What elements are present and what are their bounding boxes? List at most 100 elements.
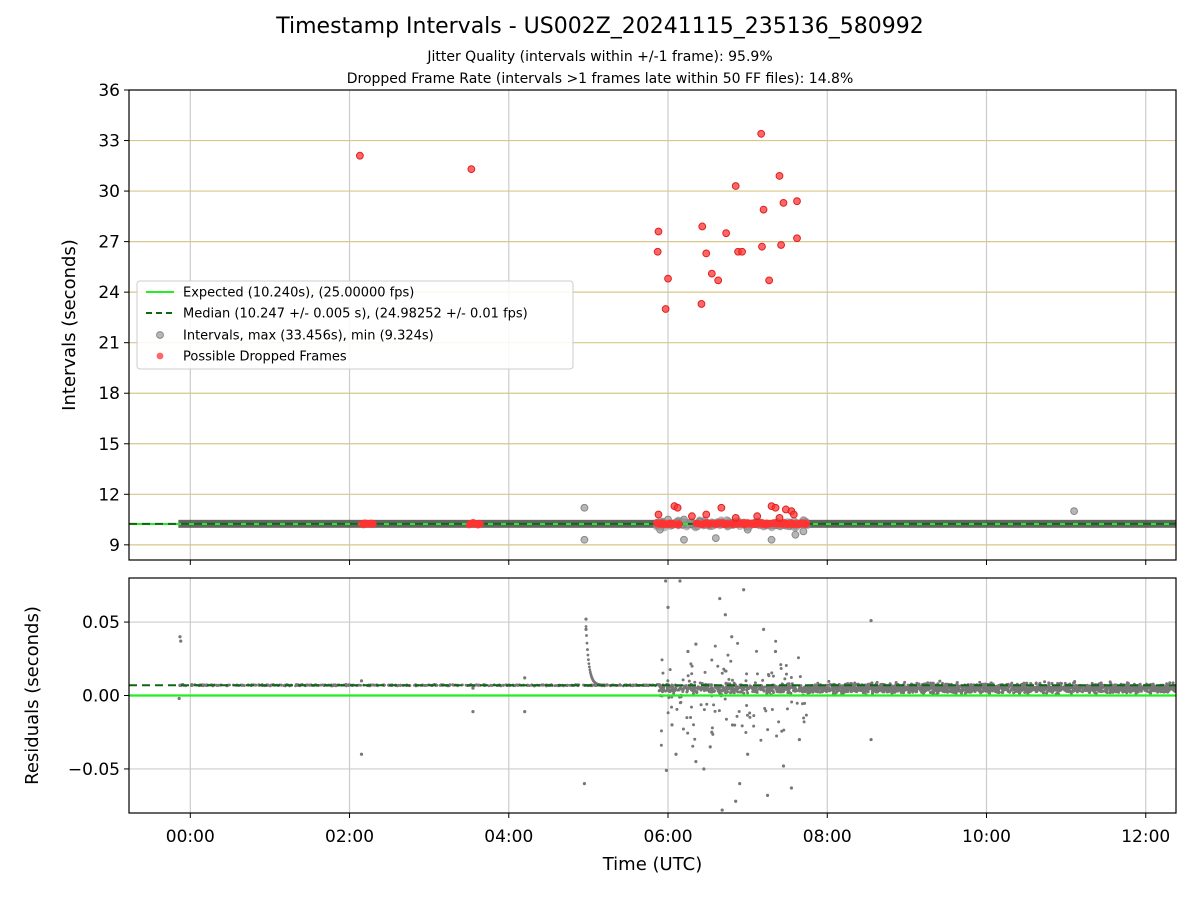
residual-point [586, 653, 590, 657]
residual-point [752, 724, 756, 728]
residual-point [795, 701, 799, 705]
residual-point [882, 686, 886, 690]
residual-point [783, 677, 787, 681]
residual-point [895, 686, 899, 690]
dropped-frame-point [697, 520, 705, 528]
residual-point [724, 682, 728, 686]
residual-point [710, 726, 714, 730]
residual-point [584, 625, 588, 628]
residual-point [771, 674, 775, 678]
residual-point [717, 709, 721, 713]
residual-point [871, 690, 875, 694]
residual-point [978, 687, 982, 691]
dropped-frame-point [369, 520, 377, 527]
top-ylabel: Intervals (seconds) [59, 239, 80, 411]
residual-point [371, 683, 375, 687]
residual-point [888, 689, 892, 693]
residual-point [964, 688, 968, 692]
residual-point [1013, 687, 1017, 691]
residual-point [1008, 689, 1012, 693]
residual-point [798, 675, 802, 679]
dropped-frame-point [467, 165, 476, 174]
residual-point [805, 689, 809, 693]
residual-point [781, 764, 786, 768]
residual-point [943, 689, 947, 693]
residual-point [746, 752, 750, 756]
residual-point [1148, 689, 1152, 693]
residual-point [912, 688, 916, 692]
residual-point [920, 686, 924, 690]
residual-point [217, 683, 221, 687]
dropped-frame-point [654, 510, 663, 519]
dropped-frame-point [717, 503, 726, 512]
residual-point [675, 707, 679, 711]
residual-point [832, 689, 836, 693]
residual-point [1093, 687, 1097, 691]
dropped-frame-point [757, 129, 766, 138]
residual-point [1069, 686, 1073, 690]
bottom-xtick-label: 00:00 [166, 827, 215, 847]
dropped-frame-point [764, 520, 772, 527]
interval-point [799, 527, 808, 536]
interval-point [680, 535, 688, 544]
bottom-xtick-label: 08:00 [803, 827, 852, 847]
residual-point [779, 666, 783, 670]
residual-point [894, 680, 898, 684]
residual-point [748, 684, 752, 688]
residual-point [1105, 686, 1109, 690]
residual-point [1111, 688, 1115, 692]
dropped-frame-point [673, 503, 682, 512]
dropped-frame-point [774, 520, 782, 528]
residual-point [692, 689, 696, 693]
dropped-frame-point [731, 513, 740, 522]
residual-point [944, 682, 948, 686]
residual-point [1164, 684, 1168, 688]
residual-point [770, 671, 774, 675]
residual-point [660, 658, 664, 662]
residual-point [471, 686, 475, 690]
residual-point [1043, 686, 1047, 690]
residual-point [779, 663, 783, 667]
dropped-frame-point [355, 151, 364, 160]
residual-point [477, 683, 480, 687]
residual-point [915, 687, 919, 691]
bottom-ytick-label: 0.05 [82, 613, 120, 633]
residual-point [1085, 684, 1089, 688]
residual-point [712, 703, 716, 707]
dropped-frame-point [758, 242, 766, 251]
residual-point [179, 639, 183, 643]
residual-point [821, 689, 825, 693]
residual-point [740, 724, 744, 728]
residual-point [487, 684, 491, 688]
residual-point [1171, 681, 1175, 685]
residual-point [997, 689, 1001, 693]
residual-point [730, 723, 734, 727]
residual-point [1127, 688, 1131, 692]
residual-point [702, 708, 706, 712]
residual-point [1097, 689, 1101, 693]
top-ytick-label: 36 [98, 81, 120, 101]
residual-point [587, 665, 591, 669]
residual-point [685, 716, 689, 720]
residual-point [1153, 685, 1157, 689]
residual-point [799, 684, 803, 688]
residual-point [666, 605, 670, 609]
residual-point [1125, 682, 1129, 686]
residual-point [748, 711, 752, 715]
residual-point [879, 684, 883, 688]
residual-point [846, 686, 850, 690]
dropped-frame-point [702, 249, 711, 258]
residual-point [869, 737, 873, 742]
residual-point [1046, 684, 1050, 688]
residual-point [692, 723, 696, 727]
residual-point [1038, 681, 1042, 685]
residual-point [585, 634, 588, 637]
residual-point [471, 710, 475, 714]
residual-point [685, 690, 689, 694]
residual-point [713, 644, 717, 648]
residual-point [719, 689, 723, 693]
intervals-plot-area [129, 90, 1176, 560]
residual-point [178, 635, 182, 639]
residual-point [995, 687, 999, 691]
legend-entry: Median (10.247 +/- 0.005 s), (24.98252 +… [183, 307, 528, 322]
